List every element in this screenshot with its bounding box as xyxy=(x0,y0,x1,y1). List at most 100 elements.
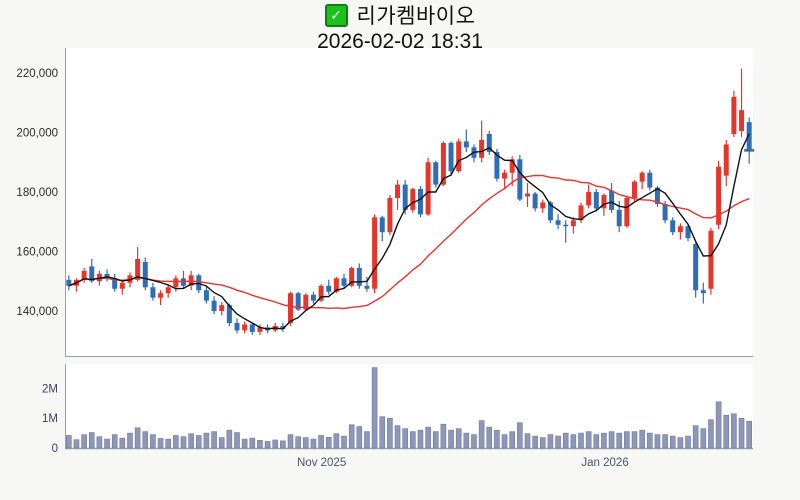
volume-bar xyxy=(257,439,263,449)
volume-bar xyxy=(585,431,592,449)
volume-bar xyxy=(241,438,248,449)
volume-axis-label: 0 xyxy=(52,443,58,455)
volume-bar xyxy=(249,437,256,449)
ma-line-short xyxy=(68,133,750,330)
volume-bar xyxy=(302,437,309,449)
volume-bar xyxy=(226,429,233,449)
volume-bar xyxy=(723,414,730,449)
volume-bar xyxy=(639,429,645,449)
stock-visibility-checkbox[interactable]: ✓ xyxy=(324,3,348,27)
volume-bar xyxy=(348,424,355,449)
price-plot-area[interactable] xyxy=(65,48,753,356)
volume-bar xyxy=(364,431,370,449)
volume-bar xyxy=(532,435,538,449)
volume-bar xyxy=(341,435,347,449)
volume-bar xyxy=(463,432,470,449)
x-axis-label: Nov 2025 xyxy=(297,457,346,469)
candle xyxy=(142,257,148,291)
volume-bar xyxy=(173,435,179,449)
volume-bar xyxy=(417,429,424,449)
candle xyxy=(119,279,125,295)
candle xyxy=(150,282,156,301)
candle xyxy=(593,189,599,212)
volume-bar xyxy=(517,422,523,449)
candle xyxy=(203,285,209,304)
volume-bar xyxy=(509,431,516,449)
candle xyxy=(524,183,530,207)
candle xyxy=(563,220,569,243)
volume-bar xyxy=(624,431,630,449)
volume-bar xyxy=(440,423,447,449)
volume-bar xyxy=(448,429,454,449)
candle xyxy=(341,273,347,289)
volume-bar xyxy=(318,435,324,449)
volume-bar xyxy=(562,432,569,449)
candle xyxy=(708,227,714,295)
volume-bar xyxy=(432,431,439,449)
candle xyxy=(624,196,630,228)
candle xyxy=(303,293,309,312)
candle xyxy=(555,214,561,230)
candle xyxy=(502,169,508,188)
price-axis-label: 200,000 xyxy=(16,128,58,140)
candle xyxy=(448,141,454,176)
candle xyxy=(349,266,355,288)
volume-bar xyxy=(387,417,393,449)
volume-bar xyxy=(746,420,752,449)
volume-bar xyxy=(425,426,431,449)
candle xyxy=(632,180,638,201)
volume-bar xyxy=(371,367,378,449)
volume-bar xyxy=(218,437,225,449)
price-axis-label: 180,000 xyxy=(16,187,58,199)
candle xyxy=(257,324,263,335)
candle xyxy=(540,199,546,213)
volume-plot-area[interactable] xyxy=(65,364,753,448)
volume-bar xyxy=(646,432,653,449)
volume-bar xyxy=(88,432,95,449)
volume-bar xyxy=(700,428,707,449)
candle xyxy=(486,131,492,155)
volume-bar xyxy=(608,431,615,449)
volume-bar xyxy=(539,437,546,449)
candle xyxy=(463,129,469,152)
volume-bar xyxy=(738,417,745,449)
volume-bar xyxy=(662,434,668,449)
candle xyxy=(326,279,332,295)
volume-bar xyxy=(601,432,607,449)
candle xyxy=(158,290,164,306)
candle xyxy=(570,217,576,234)
volume-bar xyxy=(379,416,386,449)
volume-bar xyxy=(471,434,477,449)
volume-bar xyxy=(104,438,110,449)
volume-bar xyxy=(195,435,202,449)
volume-bar xyxy=(616,432,623,449)
volume-bar xyxy=(150,434,156,449)
volume-bar xyxy=(188,433,194,449)
volume-bar xyxy=(180,436,187,449)
price-axis-label: 160,000 xyxy=(16,247,58,259)
volume-bar xyxy=(631,431,638,449)
candle xyxy=(723,139,729,187)
volume-bar xyxy=(325,436,332,449)
volume-bar xyxy=(81,434,87,449)
candle xyxy=(609,183,615,213)
candle xyxy=(410,187,416,213)
volume-axis-label: 2M xyxy=(42,383,58,395)
volume-bar xyxy=(157,438,164,449)
candle xyxy=(425,157,431,216)
candle xyxy=(685,224,691,242)
volume-bar xyxy=(203,432,210,449)
volume-bar xyxy=(272,439,279,449)
candle xyxy=(417,186,423,218)
candle xyxy=(739,68,745,137)
candle xyxy=(356,263,362,289)
volume-bar xyxy=(708,419,714,449)
volume-bar xyxy=(578,432,584,449)
volume-bar xyxy=(654,434,661,449)
volume-bar xyxy=(524,433,531,449)
volume-bar xyxy=(715,401,722,449)
volume-bar xyxy=(73,439,80,449)
volume-bar xyxy=(96,436,103,449)
candle xyxy=(716,160,722,230)
